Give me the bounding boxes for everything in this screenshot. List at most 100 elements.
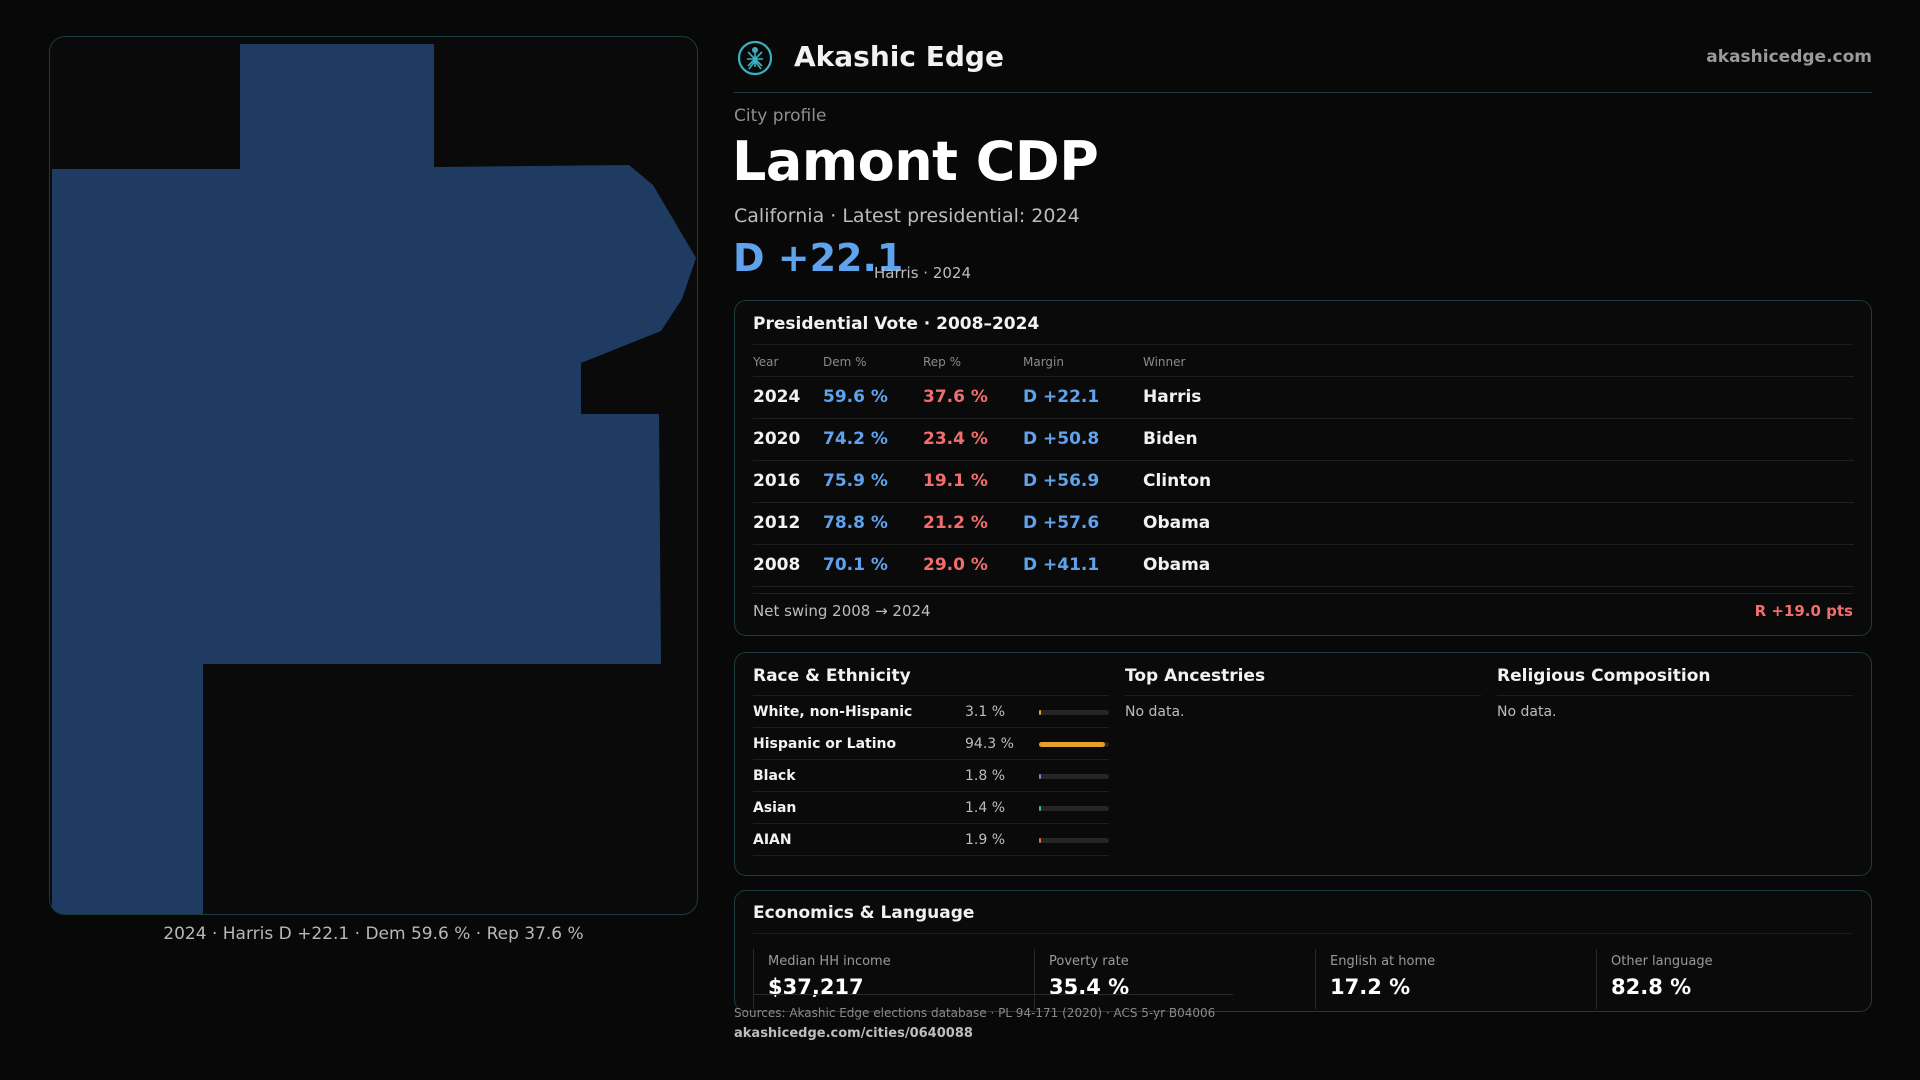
race-bar-track — [1039, 838, 1109, 843]
winner-cell: Clinton — [1143, 460, 1854, 503]
site-link[interactable]: akashicedge.com — [1706, 47, 1872, 67]
divider — [753, 994, 1233, 995]
winner-cell: Biden — [1143, 418, 1854, 461]
winner-cell: Obama — [1143, 502, 1854, 545]
page-url[interactable]: akashicedge.com/cities/0640088 — [734, 1026, 973, 1041]
race-row: AIAN 1.9 % — [753, 824, 1109, 856]
year-cell: 2012 — [753, 502, 823, 545]
race-name: White, non-Hispanic — [753, 704, 913, 720]
presidential-vote-card: Presidential Vote · 2008–2024 Year Dem %… — [734, 300, 1872, 636]
akashic-logo-icon[interactable] — [736, 39, 774, 77]
rep-cell: 21.2 % — [923, 502, 1023, 545]
stat-other-language: Other language 82.8 % — [1596, 949, 1713, 1009]
race-bar-track — [1039, 774, 1109, 779]
dem-cell: 78.8 % — [823, 502, 923, 545]
headline-margin-note: Harris · 2024 — [874, 264, 972, 282]
race-bar-fill — [1039, 774, 1042, 779]
divider — [753, 344, 1853, 345]
race-row: Asian 1.4 % — [753, 792, 1109, 824]
stat-value: 82.8 % — [1611, 975, 1692, 999]
stat-poverty-rate: Poverty rate 35.4 % — [1034, 949, 1129, 1009]
race-name: Black — [753, 768, 796, 784]
table-row: 2020 74.2 % 23.4 % D +50.8 Biden — [753, 418, 1854, 461]
year-cell: 2016 — [753, 460, 823, 503]
race-bar-track — [1039, 742, 1109, 747]
city-boundary-shape — [52, 44, 696, 914]
race-bar-track — [1039, 806, 1109, 811]
column-header-winner: Winner — [1143, 349, 1854, 377]
race-percent: 1.8 % — [965, 768, 1006, 784]
table-row: 2024 59.6 % 37.6 % D +22.1 Harris — [753, 376, 1854, 419]
margin-cell: D +41.1 — [1023, 544, 1143, 587]
race-percent: 1.9 % — [965, 832, 1006, 848]
page-subtitle: California · Latest presidential: 2024 — [734, 205, 1080, 227]
presidential-vote-title: Presidential Vote · 2008–2024 — [753, 314, 1040, 334]
map-panel — [49, 36, 698, 915]
year-cell: 2008 — [753, 544, 823, 587]
race-bar-fill — [1039, 806, 1042, 811]
net-swing-label: Net swing 2008 → 2024 — [753, 602, 931, 620]
brand-name[interactable]: Akashic Edge — [794, 40, 1004, 73]
stat-value: $37,217 — [768, 975, 864, 999]
stat-label: Other language — [1611, 954, 1713, 969]
headline-margin: D +22.1 — [733, 236, 904, 280]
page-eyebrow: City profile — [734, 106, 827, 126]
margin-cell: D +56.9 — [1023, 460, 1143, 503]
dem-cell: 59.6 % — [823, 376, 923, 419]
year-cell: 2024 — [753, 376, 823, 419]
race-name: Hispanic or Latino — [753, 736, 897, 752]
race-bar-fill — [1039, 742, 1105, 747]
ancestries-section: Top Ancestries No data. — [1125, 666, 1481, 720]
economics-title: Economics & Language — [753, 903, 975, 923]
winner-cell: Harris — [1143, 376, 1854, 419]
column-header-rep: Rep % — [923, 349, 1023, 377]
rep-cell: 37.6 % — [923, 376, 1023, 419]
year-cell: 2020 — [753, 418, 823, 461]
stat-value: 17.2 % — [1330, 975, 1411, 999]
religion-no-data: No data. — [1497, 704, 1557, 720]
column-header-year: Year — [753, 349, 823, 377]
dem-cell: 70.1 % — [823, 544, 923, 587]
table-row: 2008 70.1 % 29.0 % D +41.1 Obama — [753, 544, 1854, 587]
stat-english-at-home: English at home 17.2 % — [1315, 949, 1435, 1009]
table-row: 2016 75.9 % 19.1 % D +56.9 Clinton — [753, 460, 1854, 503]
demographics-card: Race & Ethnicity White, non-Hispanic 3.1… — [734, 652, 1872, 876]
race-percent: 94.3 % — [965, 736, 1014, 752]
religion-title: Religious Composition — [1497, 666, 1853, 696]
presidential-vote-table: Year Dem % Rep % Margin Winner 2024 59.6… — [753, 349, 1854, 587]
page-title: Lamont CDP — [732, 130, 1099, 193]
rep-cell: 23.4 % — [923, 418, 1023, 461]
margin-cell: D +57.6 — [1023, 502, 1143, 545]
sources-note: Sources: Akashic Edge elections database… — [734, 1006, 1216, 1020]
table-row: 2012 78.8 % 21.2 % D +57.6 Obama — [753, 502, 1854, 545]
race-row: Hispanic or Latino 94.3 % — [753, 728, 1109, 760]
race-bar-fill — [1039, 838, 1042, 843]
dem-cell: 74.2 % — [823, 418, 923, 461]
divider — [753, 593, 1853, 594]
table-header-row: Year Dem % Rep % Margin Winner — [753, 349, 1854, 377]
stat-label: Poverty rate — [1049, 954, 1129, 969]
race-ethnicity-section: Race & Ethnicity White, non-Hispanic 3.1… — [753, 666, 1109, 856]
rep-cell: 29.0 % — [923, 544, 1023, 587]
stat-label: Median HH income — [768, 954, 891, 969]
map-caption: 2024 · Harris D +22.1 · Dem 59.6 % · Rep… — [163, 924, 584, 944]
margin-cell: D +50.8 — [1023, 418, 1143, 461]
ancestries-title: Top Ancestries — [1125, 666, 1481, 696]
dem-cell: 75.9 % — [823, 460, 923, 503]
boundary-map — [52, 44, 696, 914]
economics-card: Economics & Language Median HH income $3… — [734, 890, 1872, 1012]
race-row: White, non-Hispanic 3.1 % — [753, 696, 1109, 728]
race-bar-fill — [1039, 710, 1042, 715]
race-percent: 3.1 % — [965, 704, 1006, 720]
race-ethnicity-title: Race & Ethnicity — [753, 666, 1109, 696]
winner-cell: Obama — [1143, 544, 1854, 587]
site-header: Akashic Edge akashicedge.com — [734, 36, 1872, 93]
religion-section: Religious Composition No data. — [1497, 666, 1853, 720]
ancestries-no-data: No data. — [1125, 704, 1185, 720]
divider — [753, 933, 1853, 934]
race-name: Asian — [753, 800, 797, 816]
stat-median-income: Median HH income $37,217 — [753, 949, 891, 1009]
column-header-dem: Dem % — [823, 349, 923, 377]
race-name: AIAN — [753, 832, 792, 848]
race-row: Black 1.8 % — [753, 760, 1109, 792]
